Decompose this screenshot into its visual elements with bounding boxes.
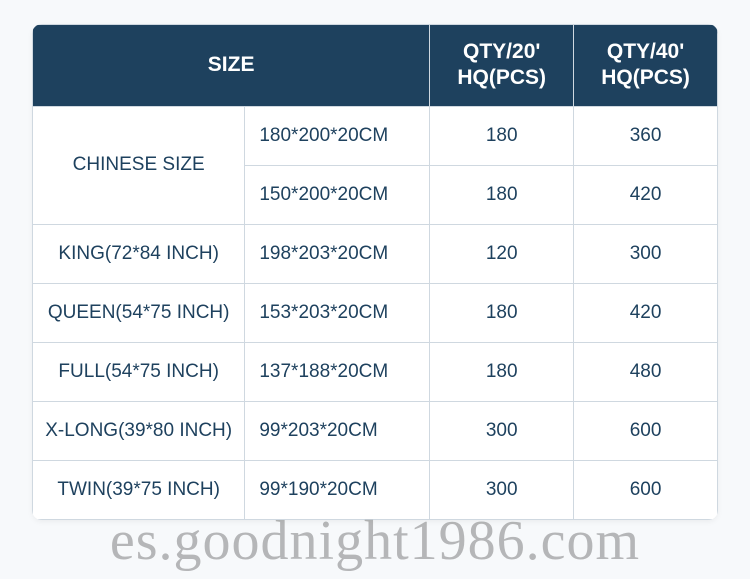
table-row: TWIN(39*75 INCH) 99*190*20CM 300 600 xyxy=(33,460,718,519)
table-row: QUEEN(54*75 INCH) 153*203*20CM 180 420 xyxy=(33,283,718,342)
cell-size-label: FULL(54*75 INCH) xyxy=(33,342,245,401)
cell-dim: 99*203*20CM xyxy=(245,401,430,460)
table-row: CHINESE SIZE 180*200*20CM 180 360 xyxy=(33,106,718,165)
cell-qty40: 300 xyxy=(574,224,718,283)
cell-size-label: CHINESE SIZE xyxy=(33,106,245,224)
cell-dim: 198*203*20CM xyxy=(245,224,430,283)
table-body: CHINESE SIZE 180*200*20CM 180 360 150*20… xyxy=(33,106,718,519)
size-table-container: SIZE QTY/20' HQ(PCS) QTY/40' HQ(PCS) CHI… xyxy=(32,24,718,520)
cell-qty40: 600 xyxy=(574,401,718,460)
cell-dim: 153*203*20CM xyxy=(245,283,430,342)
header-qty20-line2: HQ(PCS) xyxy=(457,66,546,89)
cell-dim: 99*190*20CM xyxy=(245,460,430,519)
cell-qty40: 480 xyxy=(574,342,718,401)
cell-qty20: 180 xyxy=(430,283,574,342)
cell-qty40: 420 xyxy=(574,165,718,224)
table-row: FULL(54*75 INCH) 137*188*20CM 180 480 xyxy=(33,342,718,401)
cell-size-label: TWIN(39*75 INCH) xyxy=(33,460,245,519)
cell-qty20: 180 xyxy=(430,342,574,401)
table-header: SIZE QTY/20' HQ(PCS) QTY/40' HQ(PCS) xyxy=(33,25,718,107)
table-row: KING(72*84 INCH) 198*203*20CM 120 300 xyxy=(33,224,718,283)
header-qty40-line2: HQ(PCS) xyxy=(601,66,690,89)
table-row: X-LONG(39*80 INCH) 99*203*20CM 300 600 xyxy=(33,401,718,460)
cell-qty40: 360 xyxy=(574,106,718,165)
cell-qty20: 300 xyxy=(430,460,574,519)
cell-qty40: 420 xyxy=(574,283,718,342)
cell-qty20: 180 xyxy=(430,165,574,224)
header-size: SIZE xyxy=(33,25,430,107)
cell-size-label: X-LONG(39*80 INCH) xyxy=(33,401,245,460)
cell-qty20: 180 xyxy=(430,106,574,165)
header-qty40-line1: QTY/40' xyxy=(607,40,684,63)
cell-dim: 137*188*20CM xyxy=(245,342,430,401)
cell-dim: 180*200*20CM xyxy=(245,106,430,165)
header-qty20: QTY/20' HQ(PCS) xyxy=(430,25,574,107)
cell-size-label: KING(72*84 INCH) xyxy=(33,224,245,283)
cell-qty40: 600 xyxy=(574,460,718,519)
cell-qty20: 120 xyxy=(430,224,574,283)
header-qty40: QTY/40' HQ(PCS) xyxy=(574,25,718,107)
cell-size-label: QUEEN(54*75 INCH) xyxy=(33,283,245,342)
cell-dim: 150*200*20CM xyxy=(245,165,430,224)
size-table: SIZE QTY/20' HQ(PCS) QTY/40' HQ(PCS) CHI… xyxy=(32,24,718,520)
cell-qty20: 300 xyxy=(430,401,574,460)
header-qty20-line1: QTY/20' xyxy=(463,40,540,63)
